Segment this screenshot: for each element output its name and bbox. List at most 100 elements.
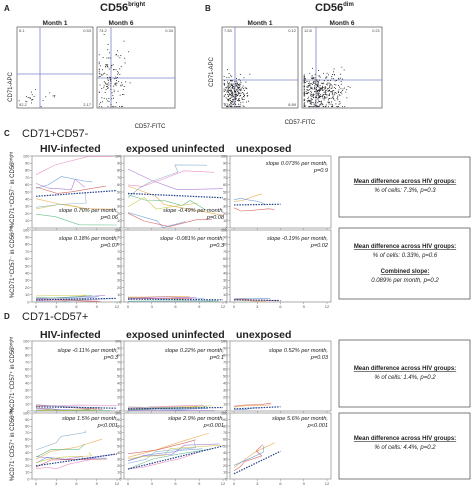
- event-dot: [322, 103, 324, 105]
- event-dot: [320, 90, 322, 91]
- y-tick-label: 80: [223, 352, 228, 357]
- event-dot: [307, 98, 309, 99]
- y-tick-label: 50: [223, 189, 228, 194]
- y-tick-label: 0: [119, 408, 122, 413]
- y-tick-label: 10: [25, 292, 30, 297]
- event-dot: [317, 82, 319, 83]
- event-dot: [340, 77, 341, 79]
- event-dot: [318, 93, 320, 94]
- y-tick-label: 40: [117, 197, 122, 202]
- y-tick-label: 10: [25, 401, 30, 406]
- subject-line: [127, 194, 207, 211]
- event-dot: [304, 78, 306, 80]
- y-tick-label: 10: [25, 470, 30, 475]
- event-dot: [312, 102, 314, 104]
- event-dot: [231, 92, 233, 94]
- event-dot: [248, 100, 249, 102]
- event-dot: [238, 99, 240, 101]
- event-dot: [232, 94, 234, 95]
- event-dot: [110, 83, 112, 84]
- flow-plot-b-month1: Month 1 7.83 0.12 83.2 8.89: [221, 20, 299, 109]
- x-tick-label: 9: [96, 481, 99, 486]
- y-tick-label: 10: [117, 470, 122, 475]
- event-dot: [310, 102, 312, 104]
- y-tick-label: 0: [27, 225, 30, 230]
- stats-box-c1: Mean difference across HIV groups: % of …: [338, 156, 471, 218]
- y-tick-label: 60: [117, 182, 122, 187]
- y-tick-label: 70: [117, 430, 122, 435]
- event-dot: [310, 99, 312, 101]
- event-dot: [227, 81, 228, 83]
- quadrant-ur: 0.21: [372, 28, 381, 33]
- x-tick-label: 0: [127, 481, 130, 486]
- event-dot: [328, 82, 330, 84]
- event-dot: [105, 64, 107, 65]
- panel-a-letter: A: [4, 4, 10, 13]
- event-dot: [310, 87, 312, 89]
- event-dot: [344, 87, 345, 89]
- event-dot: [337, 99, 339, 101]
- event-dot: [334, 99, 336, 101]
- event-dot: [117, 71, 119, 73]
- x-tick-label: 9: [198, 304, 201, 309]
- event-dot: [35, 89, 36, 91]
- y-tick-label: 80: [223, 168, 228, 173]
- svg-text:Mean difference across HIV gro: Mean difference across HIV groups:: [354, 366, 456, 372]
- flow-plot-a-month1: Month 1 5.1 0.53 92.2 2.17: [16, 20, 94, 109]
- event-dot: [231, 95, 232, 97]
- event-dot: [225, 89, 226, 91]
- event-dot: [32, 99, 34, 101]
- svg-text:% of cells: 1.4%, p=0.2: % of cells: 1.4%, p=0.2: [374, 375, 436, 381]
- event-dot: [42, 100, 44, 101]
- event-dot: [338, 93, 340, 95]
- event-dot: [327, 82, 329, 84]
- event-dot: [317, 90, 318, 92]
- event-dot: [110, 79, 111, 81]
- event-dot: [325, 77, 327, 79]
- event-dot: [335, 103, 337, 105]
- event-dot: [303, 103, 305, 105]
- event-dot: [305, 79, 306, 81]
- event-dot: [313, 76, 315, 78]
- event-dot: [311, 94, 312, 96]
- y-tick-label: 10: [223, 292, 228, 297]
- event-dot: [339, 86, 340, 88]
- event-dot: [308, 89, 310, 91]
- x-tick-label: 12: [325, 304, 330, 309]
- group-header-unexposed: unexposed: [236, 329, 291, 341]
- event-dot: [122, 105, 123, 107]
- event-dot: [117, 55, 119, 57]
- event-dot: [106, 98, 107, 100]
- event-dot: [108, 84, 110, 86]
- event-dot: [335, 84, 337, 86]
- event-dot: [235, 98, 237, 100]
- event-dot: [120, 84, 122, 86]
- event-dot: [338, 103, 340, 105]
- event-dot: [306, 89, 308, 90]
- subject-line: [233, 207, 275, 212]
- event-dot: [317, 105, 319, 107]
- event-dot: [117, 90, 119, 92]
- event-dot: [310, 101, 312, 102]
- event-dot: [340, 73, 342, 75]
- event-dot: [318, 106, 319, 108]
- event-dot: [309, 83, 310, 85]
- x-tick-label: 3: [55, 481, 58, 486]
- panel-b-letter: B: [205, 4, 211, 13]
- event-dot: [303, 95, 305, 96]
- event-dot: [318, 100, 320, 102]
- event-dot: [344, 106, 346, 108]
- event-dot: [322, 97, 324, 99]
- event-dot: [120, 85, 122, 87]
- event-dot: [107, 88, 109, 89]
- event-dot: [317, 84, 319, 85]
- event-dot: [324, 93, 326, 95]
- event-dot: [333, 78, 334, 80]
- svg-text:Mean difference across HIV gro: Mean difference across HIV groups:: [354, 244, 456, 250]
- event-dot: [98, 76, 100, 78]
- event-dot: [322, 94, 324, 95]
- event-dot: [323, 87, 325, 88]
